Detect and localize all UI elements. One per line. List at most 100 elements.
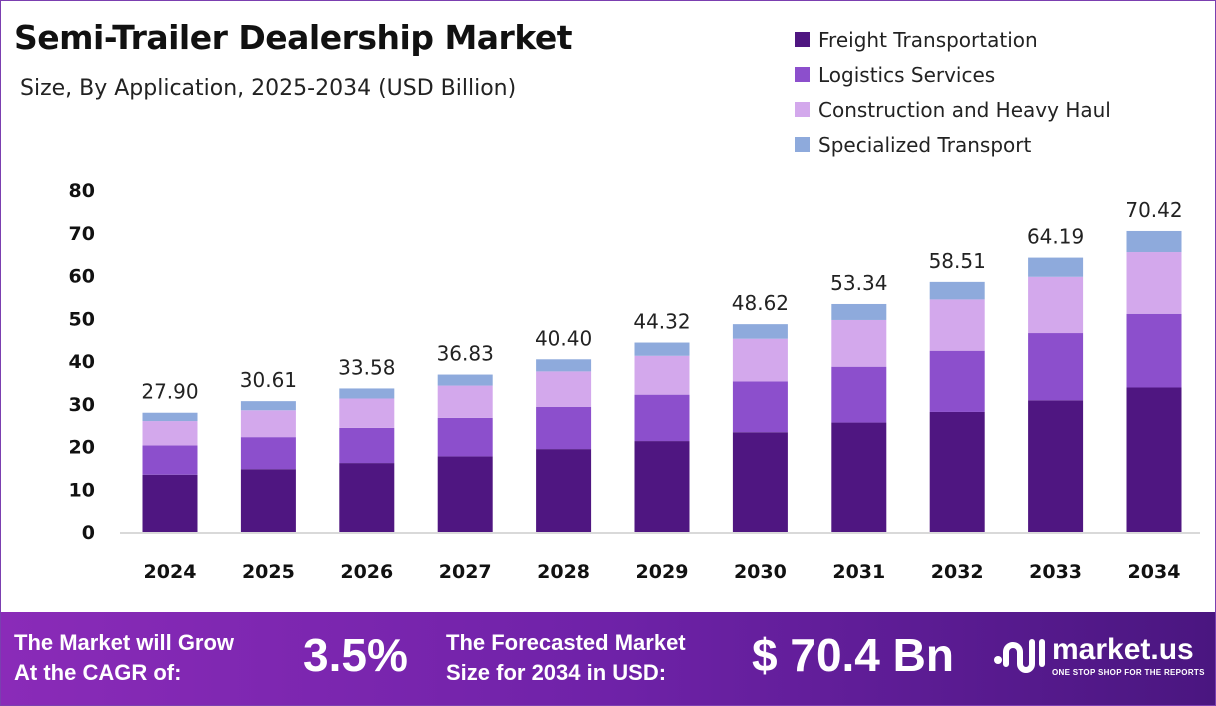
- y-tick-label: 30: [69, 394, 95, 416]
- x-tick-label: 2026: [340, 561, 393, 583]
- bar-segment-construction-and-heavy-haul: [732, 338, 788, 382]
- logo-icon: [994, 639, 1045, 673]
- bar-segment-freight-transportation: [142, 474, 198, 532]
- bar-segment-freight-transportation: [1028, 400, 1084, 532]
- legend-label: Specialized Transport: [818, 132, 1032, 157]
- total-label: 36.83: [437, 342, 494, 366]
- x-tick-label: 2034: [1128, 561, 1181, 583]
- legend-swatch: [795, 32, 810, 47]
- bar-segment-logistics-services: [437, 417, 493, 457]
- bar-segment-construction-and-heavy-haul: [929, 299, 985, 351]
- y-tick-label: 40: [69, 351, 95, 373]
- y-tick-label: 60: [69, 266, 95, 288]
- legend-item-construction: Construction and Heavy Haul: [795, 92, 1111, 127]
- y-tick-label: 70: [69, 223, 95, 245]
- bar-segment-construction-and-heavy-haul: [142, 421, 198, 446]
- bar-segment-logistics-services: [634, 394, 690, 442]
- bar-segment-construction-and-heavy-haul: [536, 371, 592, 407]
- bar-segment-logistics-services: [240, 437, 296, 470]
- footer-banner: The Market will Grow At the CAGR of: 3.5%…: [0, 612, 1216, 706]
- legend-label: Logistics Services: [818, 62, 996, 87]
- y-tick-label: 80: [69, 180, 95, 202]
- bar-segment-freight-transportation: [634, 441, 690, 532]
- x-tick-label: 2031: [832, 561, 885, 583]
- bar-segment-construction-and-heavy-haul: [634, 355, 690, 395]
- cagr-value: 3.5%: [303, 629, 408, 681]
- forecast-label-line: Size for 2034 in USD:: [446, 660, 667, 685]
- forecast-label-line: The Forecasted Market: [446, 630, 686, 655]
- total-label: 30.61: [240, 368, 297, 392]
- y-tick-label: 50: [69, 308, 95, 330]
- total-label: 48.62: [732, 291, 789, 315]
- bar-segment-logistics-services: [142, 445, 198, 475]
- bar-segment-logistics-services: [536, 406, 592, 450]
- x-tick-label: 2029: [636, 561, 689, 583]
- bar-segment-construction-and-heavy-haul: [1028, 276, 1084, 334]
- stacked-bar-chart: 0102030405060708027.90202430.61202533.58…: [69, 180, 1200, 583]
- bar-segment-construction-and-heavy-haul: [339, 398, 395, 428]
- total-label: 53.34: [830, 271, 887, 295]
- legend-swatch: [795, 102, 810, 117]
- bar-segment-specialized-transport: [1028, 257, 1084, 277]
- x-tick-label: 2032: [931, 561, 984, 583]
- bar-segment-freight-transportation: [240, 469, 296, 532]
- bar-segment-logistics-services: [1028, 333, 1084, 401]
- bar-segment-logistics-services: [929, 350, 985, 412]
- bar-segment-specialized-transport: [732, 324, 788, 339]
- bar-segment-logistics-services: [732, 381, 788, 433]
- total-label: 70.42: [1125, 198, 1182, 222]
- bar-segment-specialized-transport: [1126, 230, 1182, 253]
- logo-text: market.us: [1052, 633, 1194, 666]
- x-tick-label: 2033: [1029, 561, 1082, 583]
- bar-segment-construction-and-heavy-haul: [437, 385, 493, 418]
- bar-segment-freight-transportation: [831, 422, 887, 532]
- bar-segment-specialized-transport: [437, 374, 493, 386]
- bar-segment-construction-and-heavy-haul: [1126, 252, 1182, 314]
- legend-item-logistics: Logistics Services: [795, 57, 1111, 92]
- logo-tagline: ONE STOP SHOP FOR THE REPORTS: [1052, 668, 1205, 677]
- legend-swatch: [795, 67, 810, 82]
- bar-segment-freight-transportation: [1126, 387, 1182, 532]
- bar-segment-specialized-transport: [142, 412, 198, 422]
- legend-label: Freight Transportation: [818, 27, 1038, 52]
- cagr-label: The Market will Grow At the CAGR of:: [14, 628, 234, 688]
- market-us-logo: market.us ONE STOP SHOP FOR THE REPORTS: [992, 634, 1205, 677]
- bar-segment-specialized-transport: [831, 303, 887, 320]
- y-tick-label: 0: [82, 522, 95, 544]
- bar-segment-logistics-services: [831, 366, 887, 423]
- x-tick-label: 2027: [439, 561, 492, 583]
- bar-segment-specialized-transport: [339, 388, 395, 399]
- bar-segment-specialized-transport: [634, 342, 690, 356]
- bar-segment-construction-and-heavy-haul: [240, 410, 296, 438]
- legend-swatch: [795, 137, 810, 152]
- bar-segment-freight-transportation: [536, 449, 592, 532]
- x-tick-label: 2030: [734, 561, 787, 583]
- cagr-label-line: The Market will Grow: [14, 630, 235, 655]
- y-tick-label: 10: [69, 479, 95, 501]
- bar-segment-logistics-services: [339, 427, 395, 464]
- bar-segment-freight-transportation: [929, 411, 985, 532]
- total-label: 33.58: [338, 355, 395, 379]
- forecast-value: $ 70.4 Bn: [752, 629, 954, 681]
- legend: Freight Transportation Logistics Service…: [795, 22, 1111, 162]
- bar-segment-freight-transportation: [339, 463, 395, 532]
- bar-segment-specialized-transport: [240, 401, 296, 411]
- total-label: 58.51: [929, 249, 986, 273]
- x-tick-label: 2025: [242, 561, 295, 583]
- chart-subtitle: Size, By Application, 2025-2034 (USD Bil…: [20, 76, 517, 101]
- bar-segment-freight-transportation: [437, 456, 493, 532]
- total-label: 64.19: [1027, 225, 1084, 249]
- bar-segment-specialized-transport: [929, 281, 985, 300]
- total-label: 44.32: [633, 310, 690, 334]
- forecast-label: The Forecasted Market Size for 2034 in US…: [446, 628, 686, 688]
- y-tick-label: 20: [69, 437, 95, 459]
- x-tick-label: 2028: [537, 561, 590, 583]
- legend-item-freight: Freight Transportation: [795, 22, 1111, 57]
- legend-item-specialized: Specialized Transport: [795, 127, 1111, 162]
- bar-segment-freight-transportation: [732, 432, 788, 532]
- total-label: 27.90: [141, 380, 198, 404]
- bar-segment-construction-and-heavy-haul: [831, 319, 887, 367]
- chart-title: Semi-Trailer Dealership Market: [14, 18, 573, 57]
- legend-label: Construction and Heavy Haul: [818, 97, 1111, 122]
- bar-segment-specialized-transport: [536, 359, 592, 372]
